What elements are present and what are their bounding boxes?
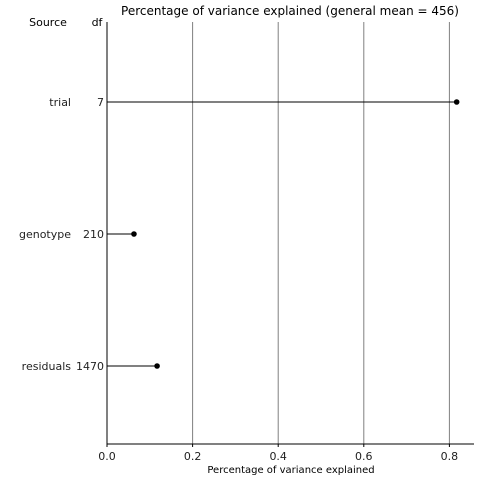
variance-rows: trial 7 genotype 210 residuals 1470 (19, 96, 460, 373)
value-point (131, 231, 137, 237)
x-tick-label: 0.4 (269, 450, 287, 463)
x-tick-label: 0.8 (441, 450, 459, 463)
x-tick-label: 0.0 (98, 450, 116, 463)
row-trial: trial 7 (49, 96, 460, 109)
row-source-label: residuals (22, 360, 72, 373)
row-genotype: genotype 210 (19, 228, 137, 241)
value-point (154, 363, 160, 369)
x-axis-title: Percentage of variance explained (207, 465, 374, 476)
x-tick-label: 0.2 (184, 450, 202, 463)
value-point (453, 99, 460, 105)
row-source-label: genotype (19, 228, 71, 241)
row-source-label: trial (49, 96, 71, 109)
source-column-header: Source (29, 16, 67, 29)
chart-title: Percentage of variance explained (genera… (121, 4, 459, 18)
x-tick-label: 0.6 (355, 450, 373, 463)
grid-lines (192, 22, 450, 444)
df-column-header: df (92, 16, 104, 29)
x-axis-ticks: 0.0 0.2 0.4 0.6 0.8 (98, 444, 458, 463)
axes (106, 22, 474, 445)
row-df-label: 210 (83, 228, 104, 241)
row-df-label: 1470 (76, 360, 104, 373)
row-df-label: 7 (97, 96, 104, 109)
row-residuals: residuals 1470 (22, 360, 160, 373)
